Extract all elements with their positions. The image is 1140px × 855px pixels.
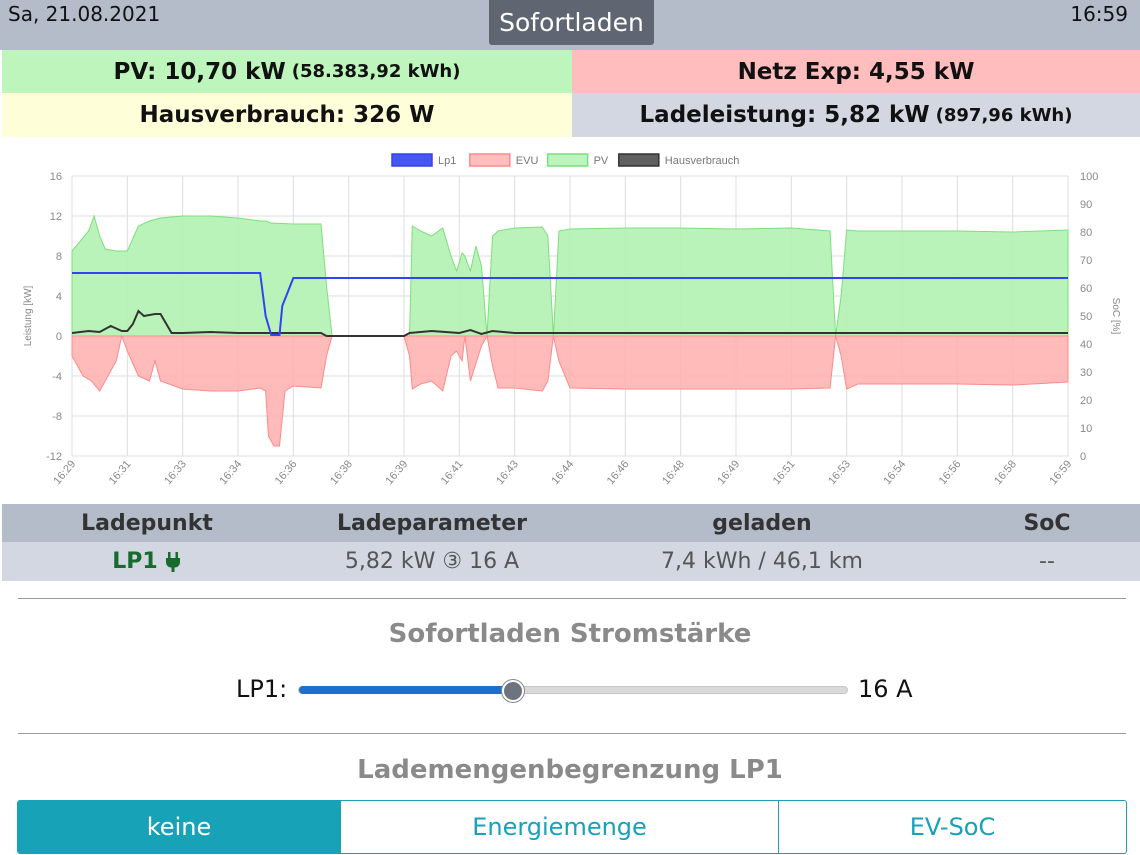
charge-tile: Ladeleistung: 5,82 kW (897,96 kWh): [572, 93, 1140, 137]
legend-swatch: [469, 153, 511, 167]
y-axis-title-right: SoC [%]: [1110, 298, 1121, 335]
chargepoint-name[interactable]: LP1: [82, 542, 212, 581]
limit-section-title: Lademengenbegrenzung LP1: [357, 755, 783, 785]
y-tick-label-right: 50: [1080, 311, 1092, 323]
x-tick-label: 16:56: [937, 458, 964, 487]
x-tick-label: 16:41: [439, 458, 466, 487]
y-tick-label-left: 16: [50, 171, 62, 183]
x-tick-label: 16:38: [328, 458, 355, 487]
slider-fill: [299, 686, 513, 694]
y-tick-label-right: 60: [1080, 283, 1092, 295]
legend-label: Lp1: [438, 155, 456, 167]
slider-handle[interactable]: [501, 680, 524, 702]
pv-tile: PV: 10,70 kW (58.383,92 kWh): [2, 50, 572, 93]
header-soc: SoC: [1023, 510, 1071, 536]
pv-power: PV: 10,70 kW: [113, 58, 286, 85]
limit-option-keine[interactable]: keine: [18, 801, 341, 853]
x-tick-label: 16:44: [549, 458, 576, 487]
x-tick-label: 16:36: [273, 458, 300, 487]
limit-option-ev-soc[interactable]: EV-SoC: [909, 813, 996, 841]
y-tick-label-left: 8: [56, 251, 62, 263]
plug-icon: [165, 551, 180, 572]
y-tick-label-right: 80: [1080, 227, 1092, 239]
y-tick-label-left: -8: [52, 411, 62, 423]
legend-label: Hausverbrauch: [665, 155, 740, 167]
limit-option-energiemenge[interactable]: Energiemenge: [341, 801, 779, 853]
x-tick-label: 16:43: [494, 458, 521, 487]
legend-swatch: [546, 153, 589, 167]
x-tick-label: 16:54: [881, 458, 908, 487]
x-tick-label: 16:46: [605, 458, 632, 487]
series-area-pv: [71, 214, 1069, 337]
chargepoint-label: LP1: [112, 549, 158, 574]
x-tick-label: 16:58: [992, 458, 1019, 487]
y-tick-label-right: 100: [1080, 171, 1098, 183]
x-tick-label: 16:48: [660, 458, 687, 487]
y-tick-label-left: 0: [56, 331, 62, 343]
charge-energy-total: (897,96 kWh): [935, 104, 1073, 126]
soc-value: --: [1039, 549, 1055, 574]
legend-swatch: [618, 153, 660, 167]
slider-value: 16 A: [858, 675, 913, 703]
top-bar: Sa, 21.08.2021 Sofortladen 16:59: [0, 0, 1140, 50]
grid-tile: Netz Exp: 4,55 kW: [572, 50, 1140, 93]
x-tick-label: 16:39: [383, 458, 410, 487]
power-chart: 16 12 8 4 0 -4 -8 -12 16:29 16:31 16:33 16:34 16:36 1…: [0, 140, 1140, 500]
legend-label: PV: [594, 155, 609, 167]
charge-parameters: 5,82 kW ③ 16 A: [344, 549, 520, 574]
y-tick-label-right: 70: [1080, 255, 1092, 267]
y-tick-label-left: 12: [50, 211, 62, 223]
y-tick-label-right: 20: [1080, 395, 1092, 407]
series-line-lp1: [72, 272, 1068, 336]
y-tick-label-right: 30: [1080, 367, 1092, 379]
series-line-hausverbrauch: [71, 309, 1068, 337]
header-ladeparameter: Ladeparameter: [337, 510, 527, 536]
y-tick-label-right: 0: [1080, 451, 1086, 463]
date-display: Sa, 21.08.2021: [8, 2, 161, 26]
charge-mode-button[interactable]: Sofortladen: [489, 0, 654, 45]
x-tick-label: 16:51: [771, 458, 798, 487]
charge-power: Ladeleistung: 5,82 kW: [639, 102, 930, 128]
x-tick-label: 16:59: [1047, 458, 1074, 487]
divider: [18, 598, 1126, 599]
house-tile: Hausverbrauch: 326 W: [2, 93, 572, 137]
x-tick-label: 16:33: [162, 458, 189, 487]
y-tick-label-right: 10: [1080, 423, 1092, 435]
x-tick-label: 16:34: [217, 458, 244, 487]
slider-label: LP1:: [236, 675, 288, 703]
x-tick-label: 16:49: [715, 458, 742, 487]
series-area-evu: [71, 334, 1069, 447]
x-tick-label: 16:31: [107, 458, 134, 487]
chargepoint-table-header: Ladepunkt Ladeparameter geladen SoC: [2, 504, 1140, 542]
legend-swatch: [391, 153, 433, 167]
header-geladen: geladen: [712, 510, 812, 536]
charged-energy: 7,4 kWh / 46,1 km: [661, 549, 863, 574]
legend-label: EVU: [516, 155, 539, 167]
chargepoint-row[interactable]: LP1 5,82 kW ③ 16 A 7,4 kWh / 46,1 km --: [2, 542, 1140, 581]
header-ladepunkt: Ladepunkt: [81, 510, 213, 536]
divider: [18, 733, 1126, 734]
pv-energy-total: (58.383,92 kWh): [291, 61, 461, 82]
y-tick-label-right: 90: [1080, 199, 1092, 211]
y-tick-label-right: 40: [1080, 339, 1092, 351]
house-consumption: Hausverbrauch: 326 W: [139, 102, 435, 128]
grid-export-power: Netz Exp: 4,55 kW: [737, 58, 975, 85]
x-tick-label: 16:53: [826, 458, 853, 487]
current-slider[interactable]: [298, 680, 848, 702]
time-display: 16:59: [1070, 2, 1128, 26]
y-tick-label-left: -12: [46, 451, 62, 463]
y-axis-title-left: Leistung [kW]: [23, 285, 34, 346]
y-tick-label-left: 4: [56, 291, 62, 303]
current-section-title: Sofortladen Stromstärke: [388, 619, 752, 649]
limit-mode-selector: keine Energiemenge EV-SoC: [17, 800, 1127, 854]
y-tick-label-left: -4: [52, 371, 62, 383]
